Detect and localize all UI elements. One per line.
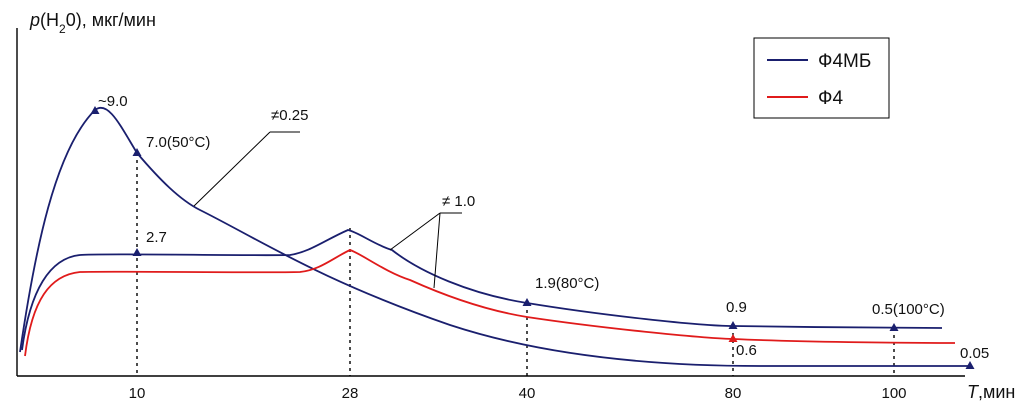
annotation-p100: 0.5(100°C) xyxy=(872,301,945,318)
annotation-ne10: ≠ 1.0 xyxy=(442,193,475,210)
series-line-Ф4 xyxy=(24,249,956,357)
x-tick-label: 80 xyxy=(725,385,742,402)
x-axis-label: T,мин xyxy=(967,382,1015,402)
legend: Ф4МБ Ф4 xyxy=(753,37,890,119)
x-tick-label: 10 xyxy=(129,385,146,402)
x-tick-label: 100 xyxy=(881,385,906,402)
data-point-marker xyxy=(728,321,738,329)
data-point-marker xyxy=(889,323,899,331)
annotation-plateau: 2.7 xyxy=(146,229,167,246)
annotation-p10: 7.0(50°C) xyxy=(146,134,210,151)
legend-box xyxy=(753,37,890,119)
x-tick-label: 40 xyxy=(519,385,536,402)
annotation-p80-blue: 0.9 xyxy=(726,299,747,316)
callout-line-ne10-a xyxy=(389,212,441,251)
annotation-p80-red: 0.6 xyxy=(736,342,757,359)
callout-line-ne025 xyxy=(193,131,271,207)
callout-line-ne10-b xyxy=(433,212,441,289)
annotation-tail: 0.05 xyxy=(960,345,989,362)
x-tick-label: 28 xyxy=(342,385,359,402)
legend-label-Ф4: Ф4 xyxy=(818,88,843,109)
annotation-ne025: ≠0.25 xyxy=(271,107,308,124)
legend-label-Ф4МБ: Ф4МБ xyxy=(818,51,871,72)
y-axis-label: p(H20), мкг/мин xyxy=(29,10,156,36)
data-point-marker xyxy=(965,361,975,369)
annotation-p40: 1.9(80°C) xyxy=(535,275,599,292)
data-point-marker xyxy=(522,298,532,306)
data-point-marker xyxy=(132,148,142,156)
annotation-peak: ~9.0 xyxy=(98,93,128,110)
series-line-peak xyxy=(19,107,970,367)
series-line-Ф4МБ xyxy=(21,229,943,351)
data-point-marker xyxy=(132,248,142,256)
data-point-marker xyxy=(90,106,100,114)
data-point-marker xyxy=(728,334,738,342)
